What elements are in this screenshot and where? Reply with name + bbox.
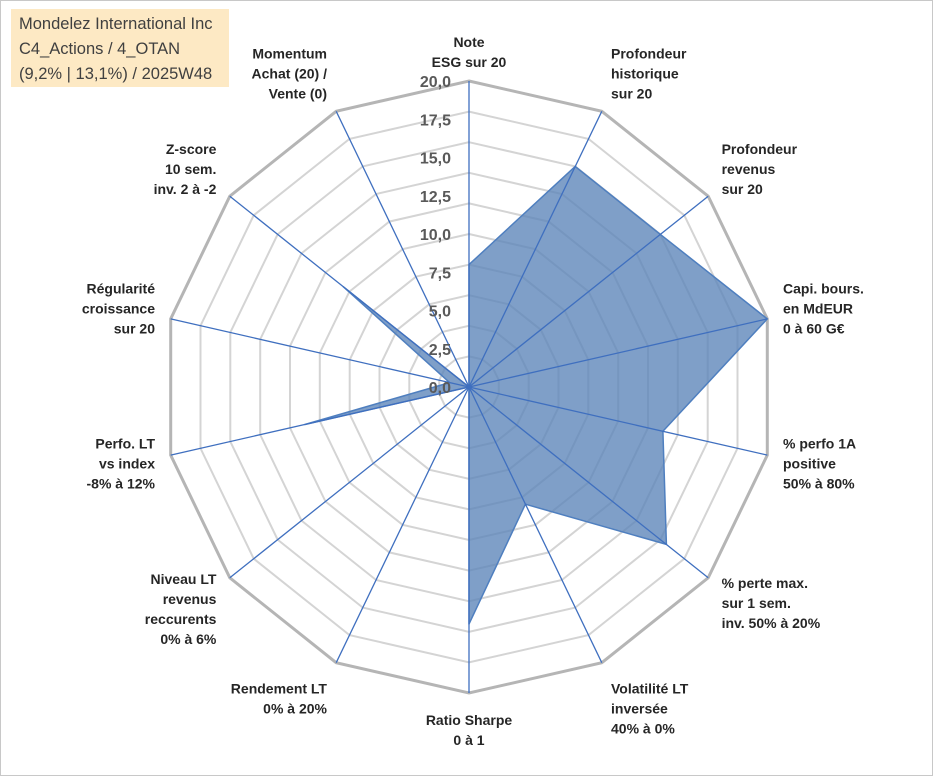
- axis-label: Note ESG sur 20: [432, 34, 507, 70]
- axis-label: Ratio Sharpe 0 à 1: [426, 712, 513, 748]
- spoke-layer: [170, 81, 768, 693]
- axis-label-line: -8% à 12%: [87, 475, 156, 491]
- title-line-stats: (9,2% | 13,1%) / 2025W48: [19, 65, 213, 83]
- axis-label: Niveau LT revenus reccurents 0% à 6%: [145, 571, 217, 647]
- axis-label-line: Profondeur: [611, 46, 687, 62]
- axis-label-line: Régularité: [87, 281, 156, 297]
- tick-label: 2,5: [429, 342, 451, 359]
- axis-label-line: Profondeur: [722, 141, 798, 157]
- axis-label-line: reccurents: [145, 611, 217, 627]
- axis-spoke: [468, 111, 603, 388]
- axis-label: Volatilité LT inversée 40% à 0%: [611, 681, 689, 737]
- axis-spoke: [468, 318, 768, 388]
- axis-spoke: [468, 386, 709, 579]
- axis-label-line: 0% à 6%: [160, 631, 217, 647]
- axis-label: Profondeur revenus sur 20: [722, 141, 798, 197]
- axis-label-line: Note: [453, 34, 484, 50]
- chart-title-box: Mondelez International Inc C4_Actions / …: [11, 9, 229, 87]
- axis-label-line: 0% à 20%: [263, 701, 327, 717]
- tick-label: 5,0: [429, 304, 451, 321]
- tick-layer: 0,0 2,5 5,0 7,5 10,0 12,5 15,0 17,5 20,0: [420, 74, 451, 397]
- axis-label-line: sur 20: [114, 321, 155, 337]
- axis-label: Rendement LT 0% à 20%: [231, 681, 328, 717]
- axis-label-line: sur 20: [722, 181, 763, 197]
- axis-label-line: sur 1 sem.: [722, 595, 791, 611]
- axis-spoke: [468, 386, 768, 456]
- axis-label-line: Vente (0): [269, 86, 327, 102]
- axis-label-line: vs index: [99, 455, 155, 471]
- axis-label-line: Achat (20) /: [252, 66, 328, 82]
- axis-label-line: % perfo 1A: [783, 435, 856, 451]
- axis-label-line: en MdEUR: [783, 301, 853, 317]
- axis-label: Profondeur historique sur 20: [611, 46, 687, 102]
- axis-label: Régularité croissance sur 20: [82, 281, 155, 337]
- axis-label-line: historique: [611, 66, 679, 82]
- axis-label-line: Rendement LT: [231, 681, 328, 697]
- axis-label: Perfo. LT vs index -8% à 12%: [87, 435, 156, 491]
- series-area: [304, 165, 769, 625]
- axis-label-line: Niveau LT: [151, 571, 217, 587]
- axis-label-line: 50% à 80%: [783, 475, 855, 491]
- tick-label: 7,5: [429, 265, 451, 282]
- axis-label-line: revenus: [722, 161, 776, 177]
- axis-spoke: [229, 386, 470, 579]
- tick-label: 12,5: [420, 189, 451, 206]
- axis-spoke: [170, 386, 470, 456]
- axis-label: Z-score 10 sem. inv. 2 à -2: [154, 141, 217, 197]
- axis-label-line: ESG sur 20: [432, 54, 507, 70]
- axis-spoke: [335, 111, 470, 388]
- axis-label-line: Z-score: [166, 141, 217, 157]
- axis-spoke: [468, 195, 709, 388]
- axis-label-line: 40% à 0%: [611, 721, 675, 737]
- axis-spoke: [170, 318, 470, 388]
- axis-label-line: croissance: [82, 301, 155, 317]
- axis-label-line: Ratio Sharpe: [426, 712, 513, 728]
- axis-label-line: % perte max.: [722, 575, 808, 591]
- axis-label-line: revenus: [163, 591, 217, 607]
- axis-label: Momentum Achat (20) / Vente (0): [252, 46, 328, 102]
- axis-label: % perte max. sur 1 sem. inv. 50% à 20%: [722, 575, 821, 631]
- tick-label: 20,0: [420, 74, 451, 91]
- axis-label-line: Capi. bours.: [783, 281, 864, 297]
- axis-label-line: sur 20: [611, 86, 652, 102]
- title-line-company: Mondelez International Inc: [19, 15, 213, 33]
- series-layer: [304, 165, 769, 625]
- axis-label-line: 10 sem.: [165, 161, 216, 177]
- axis-label-line: positive: [783, 455, 836, 471]
- tick-label: 17,5: [420, 112, 451, 129]
- tick-label: 10,0: [420, 227, 451, 244]
- axis-label-line: Perfo. LT: [95, 435, 155, 451]
- axis-label-line: Volatilité LT: [611, 681, 689, 697]
- axis-spoke: [229, 195, 470, 388]
- title-line-category: C4_Actions / 4_OTAN: [19, 40, 181, 58]
- tick-label: 15,0: [420, 151, 451, 168]
- axis-spoke: [468, 386, 603, 663]
- axis-label-line: Momentum: [252, 46, 327, 62]
- axis-label: % perfo 1A positive 50% à 80%: [783, 435, 856, 491]
- axis-label: Capi. bours. en MdEUR 0 à 60 G€: [783, 281, 864, 337]
- axis-label-line: inv. 2 à -2: [154, 181, 217, 197]
- tick-label: 0,0: [429, 380, 451, 397]
- axis-label-line: 0 à 1: [453, 732, 484, 748]
- axis-label-line: inv. 50% à 20%: [722, 615, 821, 631]
- axis-spoke: [335, 386, 470, 663]
- axis-label-line: inversée: [611, 701, 668, 717]
- axis-label-line: 0 à 60 G€: [783, 321, 845, 337]
- label-layer: Note ESG sur 20 Profondeur historique sur 20…: [82, 34, 864, 748]
